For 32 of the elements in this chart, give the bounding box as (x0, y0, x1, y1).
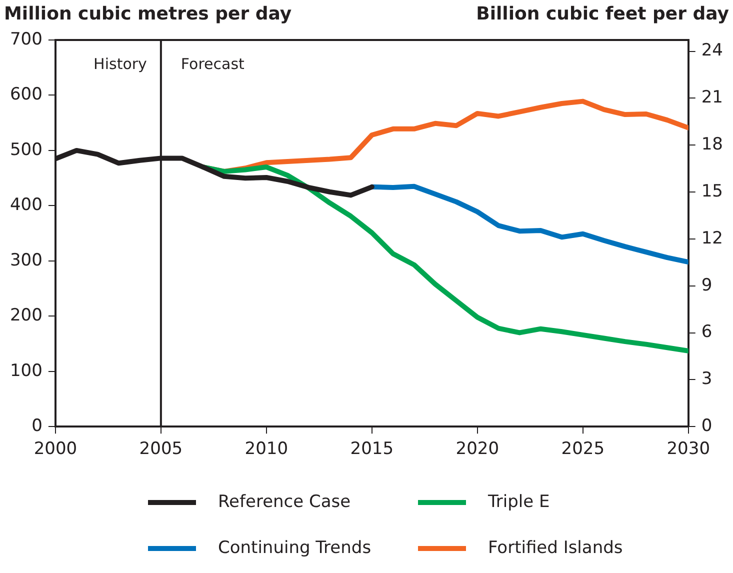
legend-label: Triple E (488, 492, 550, 512)
y2-tick-label: 12 (701, 228, 724, 248)
x-tick-label: 2000 (34, 439, 78, 460)
legend-label: Fortified Islands (488, 538, 623, 558)
y-tick-label: 500 (10, 140, 42, 160)
y2-tick-label: 24 (701, 40, 724, 61)
y2-tick-label: 21 (701, 88, 724, 108)
legend-label: Continuing Trends (218, 538, 372, 558)
annotation: History (94, 54, 148, 73)
legend-label: Reference Case (218, 492, 351, 512)
y2-axis-title: Billion cubic feet per day (476, 4, 730, 25)
x-tick-label: 2030 (666, 439, 710, 460)
x-tick-label: 2010 (244, 439, 288, 460)
y2-tick-label: 18 (701, 134, 724, 155)
y-axis-title: Million cubic metres per day (4, 4, 292, 25)
x-tick-label: 2015 (350, 439, 394, 460)
annotation: Forecast (180, 54, 245, 73)
y2-tick-label: 6 (701, 322, 712, 342)
y-tick-label: 400 (10, 195, 42, 216)
y2-tick-label: 15 (701, 181, 724, 202)
y2-tick-label: 3 (701, 369, 712, 390)
y-tick-label: 200 (10, 306, 42, 326)
y-tick-label: 700 (10, 29, 42, 50)
x-tick-label: 2020 (456, 439, 500, 460)
y2-tick-label: 9 (701, 275, 712, 296)
y-tick-label: 100 (10, 360, 42, 381)
x-tick-label: 2025 (561, 439, 605, 460)
y-tick-label: 600 (10, 84, 42, 105)
y-tick-label: 0 (32, 416, 42, 436)
y-tick-label: 300 (10, 250, 42, 270)
y2-tick-label: 0 (701, 416, 712, 436)
x-tick-label: 2005 (139, 439, 183, 460)
